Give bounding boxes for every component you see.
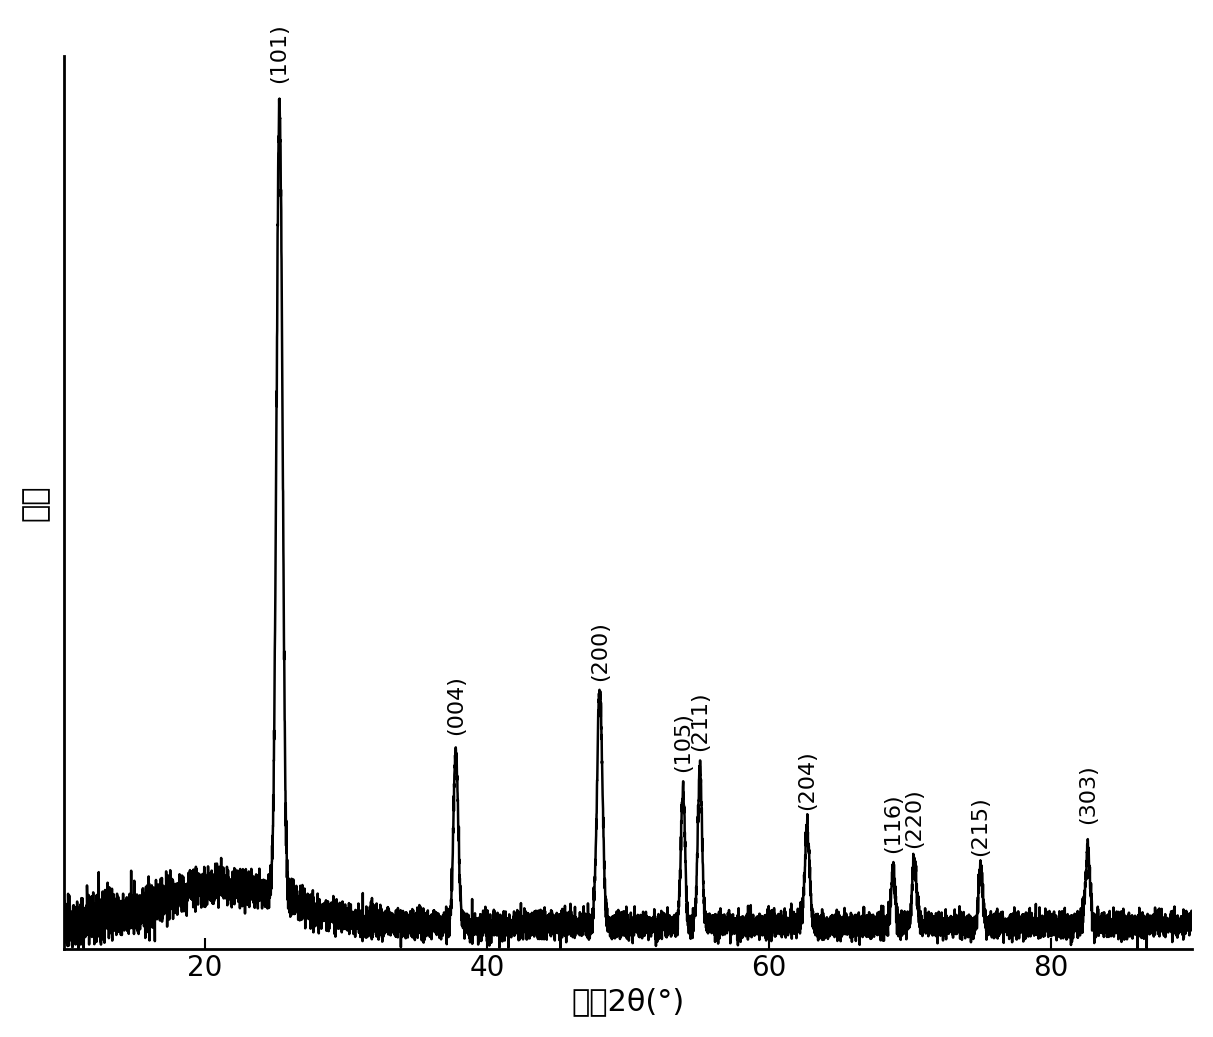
Text: (200): (200) (590, 621, 610, 681)
Text: (220): (220) (904, 789, 924, 848)
Text: (004): (004) (446, 675, 466, 734)
Text: (116): (116) (883, 793, 904, 852)
Text: (211): (211) (690, 691, 710, 751)
Text: (204): (204) (797, 750, 818, 810)
Y-axis label: 强度: 强度 (21, 484, 50, 521)
X-axis label: 角剔2θ(°): 角剔2θ(°) (571, 987, 684, 1016)
Text: (303): (303) (1078, 764, 1098, 823)
Text: (215): (215) (970, 796, 991, 856)
Text: (101): (101) (269, 24, 290, 83)
Text: (105): (105) (673, 711, 693, 772)
